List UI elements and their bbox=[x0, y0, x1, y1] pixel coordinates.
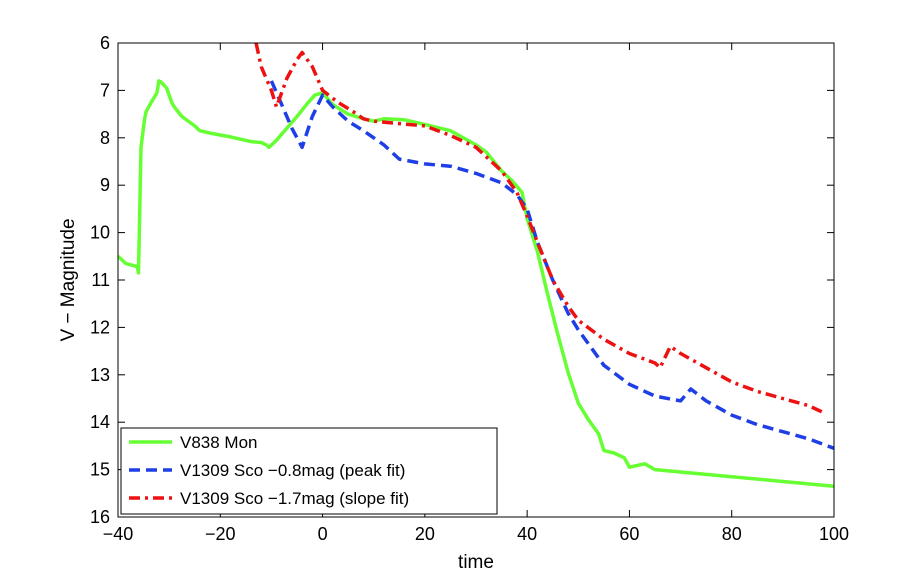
y-tick-label: 6 bbox=[100, 33, 110, 53]
y-tick-label: 9 bbox=[100, 175, 110, 195]
y-tick-label: 11 bbox=[91, 270, 110, 290]
y-tick-label: 12 bbox=[90, 317, 110, 337]
x-tick-label: 0 bbox=[318, 524, 328, 544]
y-tick-label: 16 bbox=[90, 507, 110, 527]
x-tick-label: 40 bbox=[517, 524, 537, 544]
y-tick-label: 13 bbox=[90, 365, 110, 385]
legend-box bbox=[120, 427, 498, 515]
series-line-1 bbox=[118, 79, 834, 488]
legend-label-1: V838 Mon bbox=[180, 433, 258, 452]
x-tick-label: 20 bbox=[415, 524, 435, 544]
y-tick-label: 10 bbox=[90, 223, 110, 243]
legend-label-2: V1309 Sco −0.8mag (peak fit) bbox=[180, 461, 405, 480]
series-line-3 bbox=[254, 43, 825, 415]
x-tick-label: −20 bbox=[205, 524, 236, 544]
y-tick-label: 8 bbox=[100, 128, 110, 148]
x-tick-label: 100 bbox=[819, 524, 849, 544]
y-tick-label: 7 bbox=[100, 80, 110, 100]
legend: V838 Mon V1309 Sco −0.8mag (peak fit) V130… bbox=[120, 427, 498, 515]
legend-label-3: V1309 Sco −1.7mag (slope fit) bbox=[180, 489, 409, 508]
x-tick-label: 80 bbox=[722, 524, 742, 544]
y-tick-label: 14 bbox=[90, 412, 110, 432]
x-axis-label: time bbox=[458, 552, 494, 573]
ticks-layer: −40 −20 0 20 40 60 80 100 6 7 8 9 10 11 12 13 14 15 16 bbox=[90, 33, 849, 544]
x-tick-label: −40 bbox=[103, 524, 134, 544]
y-tick-label: 15 bbox=[90, 460, 110, 480]
y-axis-label: V − Magnitude bbox=[58, 218, 79, 341]
x-tick-label: 60 bbox=[619, 524, 639, 544]
series-layer bbox=[118, 43, 834, 488]
